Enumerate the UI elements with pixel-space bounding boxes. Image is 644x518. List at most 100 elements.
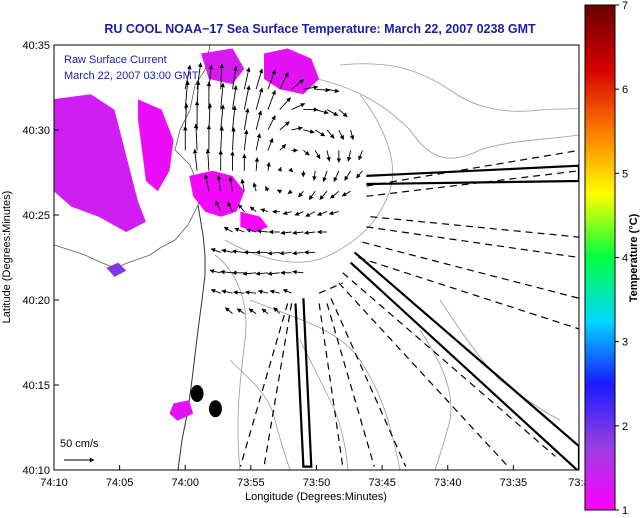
current-arrow	[255, 133, 262, 151]
current-arrow	[255, 110, 263, 131]
current-arrow	[248, 308, 257, 314]
current-arrow	[341, 190, 351, 197]
current-arrow	[223, 226, 233, 233]
current-arrow	[282, 289, 292, 294]
y-ticks: 40:35 40:30 40:25 40:20 40:15 40:10	[22, 40, 59, 477]
current-arrow	[209, 269, 221, 274]
current-arrow	[316, 211, 328, 216]
current-arrow	[184, 103, 189, 131]
current-arrow	[243, 107, 250, 131]
current-arrow	[279, 71, 289, 90]
beam-outline	[366, 164, 579, 186]
current-arrow	[273, 307, 281, 314]
current-arrow	[246, 228, 257, 233]
radial-line	[362, 241, 579, 299]
current-arrow	[298, 190, 304, 198]
current-arrow	[219, 125, 224, 151]
current-arrow	[233, 290, 245, 295]
current-arrow	[291, 103, 306, 110]
current-arrow	[330, 190, 340, 199]
current-arrow	[255, 68, 264, 90]
current-arrow	[184, 64, 192, 90]
x-tick-label: 73:45	[368, 477, 396, 489]
current-arrow	[294, 211, 304, 216]
current-arrow	[232, 65, 238, 90]
colorbar-tick-label: 7	[622, 0, 628, 12]
current-arrow	[267, 271, 280, 276]
current-arrow	[221, 248, 233, 254]
current-arrow	[227, 201, 233, 212]
y-axis-label: Latitude (Degrees:Minutes)	[1, 191, 13, 324]
current-arrow	[303, 150, 310, 156]
current-arrow	[292, 269, 304, 275]
current-arrow	[255, 87, 264, 110]
current-arrow	[192, 148, 198, 171]
radial-line	[326, 303, 375, 467]
current-arrow	[349, 129, 355, 141]
current-arrow	[265, 185, 270, 192]
current-arrow	[292, 250, 304, 256]
current-arrow	[322, 170, 328, 183]
current-arrow	[256, 229, 269, 234]
current-arrow	[333, 170, 340, 182]
current-arrow	[315, 109, 329, 115]
y-tick-label: 40:35	[22, 40, 50, 52]
current-label: Raw Surface Current	[64, 54, 167, 66]
current-arrow	[279, 97, 291, 110]
current-arrow	[326, 129, 335, 139]
radial-line	[318, 282, 343, 294]
current-arrow	[303, 230, 316, 235]
radial-line	[239, 303, 289, 467]
current-arrow	[292, 230, 304, 235]
current-arrow	[267, 89, 276, 110]
radial-line	[358, 256, 579, 330]
current-arrow	[205, 148, 211, 171]
y-tick-label: 40:10	[22, 465, 50, 477]
radial-line	[330, 298, 407, 467]
x-tick-label: 74:05	[106, 477, 134, 489]
current-arrow	[193, 123, 199, 151]
current-arrow	[315, 87, 331, 93]
y-tick-label: 40:25	[22, 210, 50, 222]
current-arrow	[344, 170, 352, 181]
current-arrow	[287, 189, 293, 194]
current-arrow	[220, 269, 233, 275]
scale-label: 50 cm/s	[60, 438, 99, 450]
current-arrow	[231, 249, 245, 254]
current-arrow	[221, 289, 233, 294]
current-arrow	[279, 121, 290, 131]
colorbar	[584, 4, 616, 511]
current-arrow	[288, 167, 294, 173]
current-arrow	[236, 308, 245, 314]
colorbar-label: Temperature (°C)	[628, 213, 640, 302]
current-arrow	[356, 170, 363, 179]
current-arrow	[314, 150, 321, 160]
current-arrow	[303, 129, 315, 134]
current-arrow	[267, 137, 274, 151]
current-arrow	[291, 79, 304, 90]
current-arrow	[308, 190, 316, 200]
plot-content	[54, 45, 579, 470]
sst-patch	[106, 262, 127, 277]
current-arrow	[231, 127, 236, 151]
colorbar-ticks: 1 2 3 4 5 6 7	[615, 0, 628, 517]
sst-patch	[240, 211, 268, 232]
bathymetry-contours	[214, 63, 579, 470]
y-tick-label: 40:20	[22, 295, 50, 307]
current-arrow	[228, 176, 234, 192]
sst-patch	[138, 99, 174, 192]
coastline-south	[177, 204, 206, 470]
current-arrow	[312, 170, 317, 181]
current-arrow	[358, 150, 363, 161]
current-arrow	[210, 288, 221, 294]
radial-line	[318, 303, 344, 467]
chart-title: RU COOL NOAA−17 Sea Surface Temperature:…	[104, 22, 536, 36]
sst-patch	[264, 48, 320, 95]
current-arrow	[240, 178, 245, 192]
current-arrow	[257, 289, 269, 294]
x-tick-label: 74:10	[40, 477, 68, 489]
radial-line	[370, 216, 579, 238]
current-arrow	[260, 208, 269, 213]
current-arrow	[234, 227, 245, 233]
current-arrow	[267, 115, 276, 131]
